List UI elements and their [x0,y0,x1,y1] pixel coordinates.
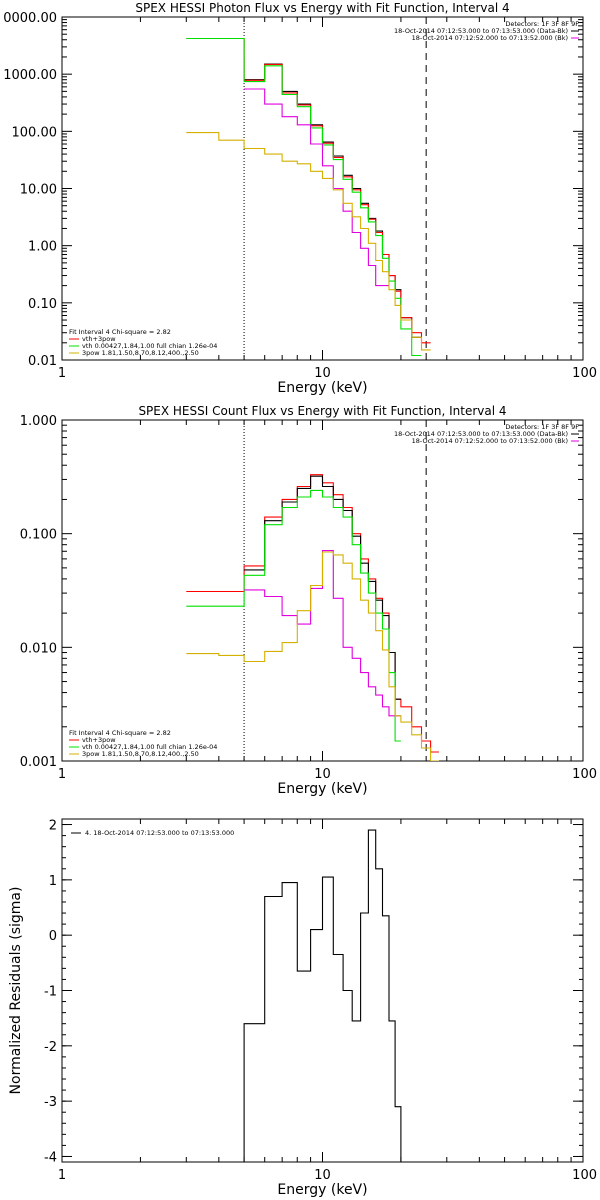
y-tick-label: 1.000 [20,414,57,429]
legend-entry: 18-Oct-2014 07:12:53.000 to 07:13:53.000… [394,430,568,438]
legend-entry: vth 0.00427,1.84,1.00 full chian 1.26e-0… [82,342,217,350]
panel-3: 1 10 100 Energy (keV) -4 -3 -2 -1 0 1 2 Normalized … [8,818,597,1198]
y-tick-label: 0.10 [28,297,57,312]
legend-entry: Fit Interval 4 Chi-square = 2.82 [69,729,171,737]
legend-entry: vth 0.00427,1.84,1.00 full chian 1.26e-0… [82,743,217,751]
legend-entry: 18-Oct-2014 07:12:53.000 to 07:13:53.000… [394,27,568,35]
chart-title: SPEX HESSI Photon Flux vs Energy with Fi… [135,1,509,15]
x-tick-label: 1 [58,767,66,782]
panel-1: SPEX HESSI Photon Flux vs Energy with Fi… [3,1,597,396]
panel-2: SPEX HESSI Count Flux vs Energy with Fit… [20,404,597,797]
y-axis-label: Normalized Residuals (sigma) [8,887,24,1095]
y-tick-label: 2 [49,819,57,834]
series-5-histogram [186,551,439,761]
plot-frame [61,818,584,1163]
x-tick-label: 100 [572,1168,597,1183]
series-2-histogram [186,37,431,344]
y-tick-label: 10.00 [20,183,57,198]
series-3-histogram [186,37,422,357]
chart-title: SPEX HESSI Count Flux vs Energy with Fit… [138,404,506,418]
series-1-histogram [243,829,431,1162]
plot-frame [61,16,584,361]
legend-entry: Detectors: 1F 3F 8F 9F [505,20,579,28]
legend-entry: 4. 18-Oct-2014 07:12:53.000 to 07:13:53.… [85,829,234,837]
x-tick-label: 100 [572,366,597,381]
series-4-histogram [244,550,401,717]
x-tick-label: 1 [58,366,66,381]
y-tick-label: -3 [44,1095,57,1110]
x-tick-label: 10 [314,767,331,782]
x-tick-label: 10 [314,1168,331,1183]
x-axis-label: Energy (keV) [277,380,367,396]
legend-entry: 18-Oct-2014 07:12:52.000 to 07:13:52.000… [412,34,568,42]
y-tick-label: -1 [44,985,57,1000]
y-tick-label: 0000.00 [3,11,57,26]
y-tick-label: 100.00 [12,125,58,140]
x-tick-label: 10 [314,366,331,381]
y-tick-label: 1.00 [28,240,57,255]
legend-entry: 3pow 1.81,1.50,8.70,8.12,400.,2.50 [82,750,199,758]
series-1-histogram [186,474,439,753]
y-tick-label: -4 [44,1150,57,1165]
x-axis-label: Energy (keV) [277,1182,367,1198]
y-tick-label: 1000.00 [3,68,57,83]
y-tick-label: 0.010 [20,641,57,656]
legend-entry: 3pow 1.81,1.50,8.70,8.12,400.,2.50 [82,349,199,357]
legend-entry: Detectors: 1F 3F 8F 9F [505,423,579,431]
y-tick-label: 0.100 [20,528,57,543]
y-tick-label: 0 [49,929,57,944]
legend-entry: 18-Oct-2014 07:12:52.000 to 07:13:52.000… [412,437,568,445]
x-tick-label: 1 [58,1168,66,1183]
plot-frame [61,419,584,762]
legend-entry: vth+3pow [82,736,116,744]
legend-entry: vth+3pow [82,335,116,343]
legend-entry: Fit Interval 4 Chi-square = 2.82 [69,328,171,336]
y-tick-label: -2 [44,1040,57,1055]
y-tick-label: 0.01 [28,354,57,369]
series-2-histogram [244,475,401,700]
x-axis-label: Energy (keV) [277,781,367,797]
series-3-histogram [186,489,401,742]
series-5-histogram [186,132,431,351]
series-4-histogram [244,88,389,287]
x-tick-label: 100 [572,767,597,782]
y-tick-label: 1 [49,874,57,889]
y-tick-label: 0.001 [20,755,57,770]
